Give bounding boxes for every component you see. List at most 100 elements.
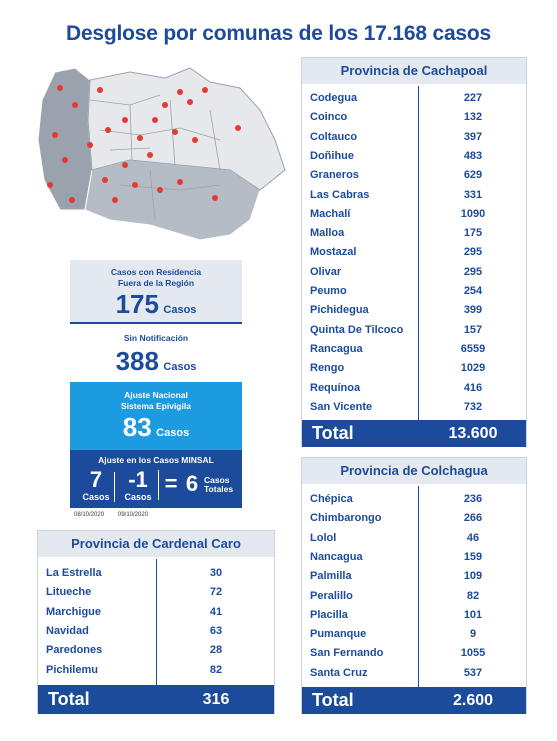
ajuste-c-units: Casos Totales: [204, 476, 233, 494]
row-name: Machalí: [310, 207, 351, 220]
row-value: 732: [463, 400, 483, 413]
row-name: Requínoa: [310, 381, 361, 394]
ajuste-b-value: -1: [128, 467, 148, 492]
table-row: Requínoa 416: [302, 379, 526, 398]
row-name: Pichilemu: [46, 663, 98, 676]
row-name: Nancagua: [310, 550, 363, 563]
row-name: Coinco: [310, 111, 348, 124]
row-value: 254: [463, 285, 483, 297]
table-row: Litueche 72: [38, 583, 274, 602]
ajuste-nacional-value: 83: [122, 412, 152, 442]
table-row: Mostazal 295: [302, 243, 526, 262]
cardenal-caro-header: Provincia de Cardenal Caro: [38, 531, 274, 557]
map-cachapoal-area: [87, 67, 286, 191]
map-pins: [47, 85, 241, 203]
ajuste-minsal-label: Ajuste en los Casos MINSAL: [98, 455, 214, 465]
row-value: 537: [463, 666, 483, 679]
row-value: 331: [463, 188, 483, 201]
row-name: Olivar: [310, 265, 342, 278]
row-name: Rancagua: [310, 342, 363, 355]
table-row: Pumanque 9: [302, 625, 526, 644]
row-name: Marchigue: [46, 605, 102, 618]
row-name: Coltauco: [310, 130, 358, 143]
ajuste-minsal-box: Ajuste en los Casos MINSAL 7 Casos -1 Ca…: [70, 450, 242, 508]
sin-notificacion-value: 388: [115, 346, 159, 376]
table-row: Rengo 1029: [302, 359, 526, 378]
ajuste-equals: =: [164, 471, 178, 496]
ajuste-b-date: 09/10/2020: [118, 512, 149, 518]
table-row: Doñihue 483: [302, 147, 526, 166]
sin-notificacion-unit: Casos: [163, 361, 197, 373]
row-value: 30: [209, 567, 223, 579]
table-row: San Fernando 1055: [302, 644, 526, 663]
row-name: Las Cabras: [310, 188, 370, 201]
table-row: Marchigue 41: [38, 603, 274, 622]
row-value: 132: [463, 111, 483, 124]
row-value: 46: [466, 531, 480, 544]
row-value: 295: [463, 265, 483, 278]
row-name: Graneros: [310, 169, 359, 182]
row-value: 41: [209, 605, 223, 618]
table-row: Las Cabras 331: [302, 186, 526, 205]
row-name: Mostazal: [310, 246, 357, 259]
table-row: Olivar 295: [302, 263, 526, 282]
ajuste-a-date: 08/10/2020: [74, 512, 105, 518]
row-name: Pumanque: [310, 628, 367, 641]
table-row: Quinta De Tilcoco 157: [302, 321, 526, 340]
residencia-line1: Casos con Residencia: [110, 267, 202, 277]
table-row: Coinco 132: [302, 108, 526, 127]
table-row: Graneros 629: [302, 166, 526, 185]
table-row: Chépica 236: [302, 490, 526, 509]
table-row: Santa Cruz 537: [302, 664, 526, 683]
row-name: Pichidegua: [310, 304, 369, 317]
table-row: Peumo 254: [302, 282, 526, 301]
page-title: Desglose por comunas de los 17.168 casos: [65, 22, 492, 45]
row-name: Litueche: [46, 586, 92, 599]
table-row: Machalí 1090: [302, 205, 526, 224]
table-row: Coltauco 397: [302, 128, 526, 147]
row-value: 399: [463, 304, 483, 317]
row-value: 295: [463, 246, 483, 259]
table-row: Navidad 63: [38, 622, 274, 641]
row-name: Lolol: [310, 531, 337, 544]
total-value: 316: [202, 691, 230, 708]
cachapoal-total: Total 13.600: [302, 420, 526, 447]
sin-notificacion-box: Sin Notificación 388 Casos: [70, 333, 242, 377]
row-value: 82: [209, 663, 223, 676]
table-row: Placilla 101: [302, 606, 526, 625]
total-value: 2.600: [452, 692, 494, 709]
row-value: 63: [209, 624, 223, 637]
total-label: Total: [48, 689, 90, 709]
ajuste-nacional-line1: Ajuste Nacional: [124, 390, 188, 400]
row-name: Codegua: [310, 92, 358, 104]
row-name: Quinta De Tilcoco: [310, 323, 404, 336]
colchagua-header: Provincia de Colchagua: [302, 458, 526, 484]
table-row: Peralillo 82: [302, 587, 526, 606]
row-value: 82: [466, 589, 480, 602]
row-name: San Fernando: [310, 647, 384, 660]
row-value: 159: [463, 550, 483, 563]
table-row: San Vicente 732: [302, 398, 526, 417]
table-row: La Estrella 30: [38, 564, 274, 583]
row-value: 101: [463, 608, 483, 621]
row-name: Navidad: [46, 624, 89, 637]
row-name: Rengo: [310, 362, 345, 375]
sin-notificacion-label: Sin Notificación: [123, 333, 189, 343]
table-row: Malloa 175: [302, 224, 526, 243]
row-value: 1090: [460, 207, 486, 220]
row-value: 397: [463, 130, 483, 143]
row-value: 227: [463, 92, 483, 104]
row-value: 9: [469, 628, 477, 641]
table-row: Codegua 227: [302, 89, 526, 108]
residencia-value: 175: [115, 289, 159, 319]
row-name: Paredones: [46, 644, 103, 657]
total-label: Total: [312, 423, 354, 443]
table-row: Pichilemu 82: [38, 661, 274, 680]
ajuste-nacional-unit: Casos: [156, 427, 190, 439]
ajuste-nacional-box: Ajuste Nacional Sistema Epivigila 83 Cas…: [70, 382, 242, 450]
ajuste-a-value: 7: [89, 467, 103, 492]
cachapoal-header: Provincia de Cachapoal: [302, 58, 526, 84]
row-value: 266: [463, 512, 483, 525]
ajuste-a-unit: Casos: [82, 492, 110, 502]
colchagua-total: Total 2.600: [302, 687, 526, 714]
